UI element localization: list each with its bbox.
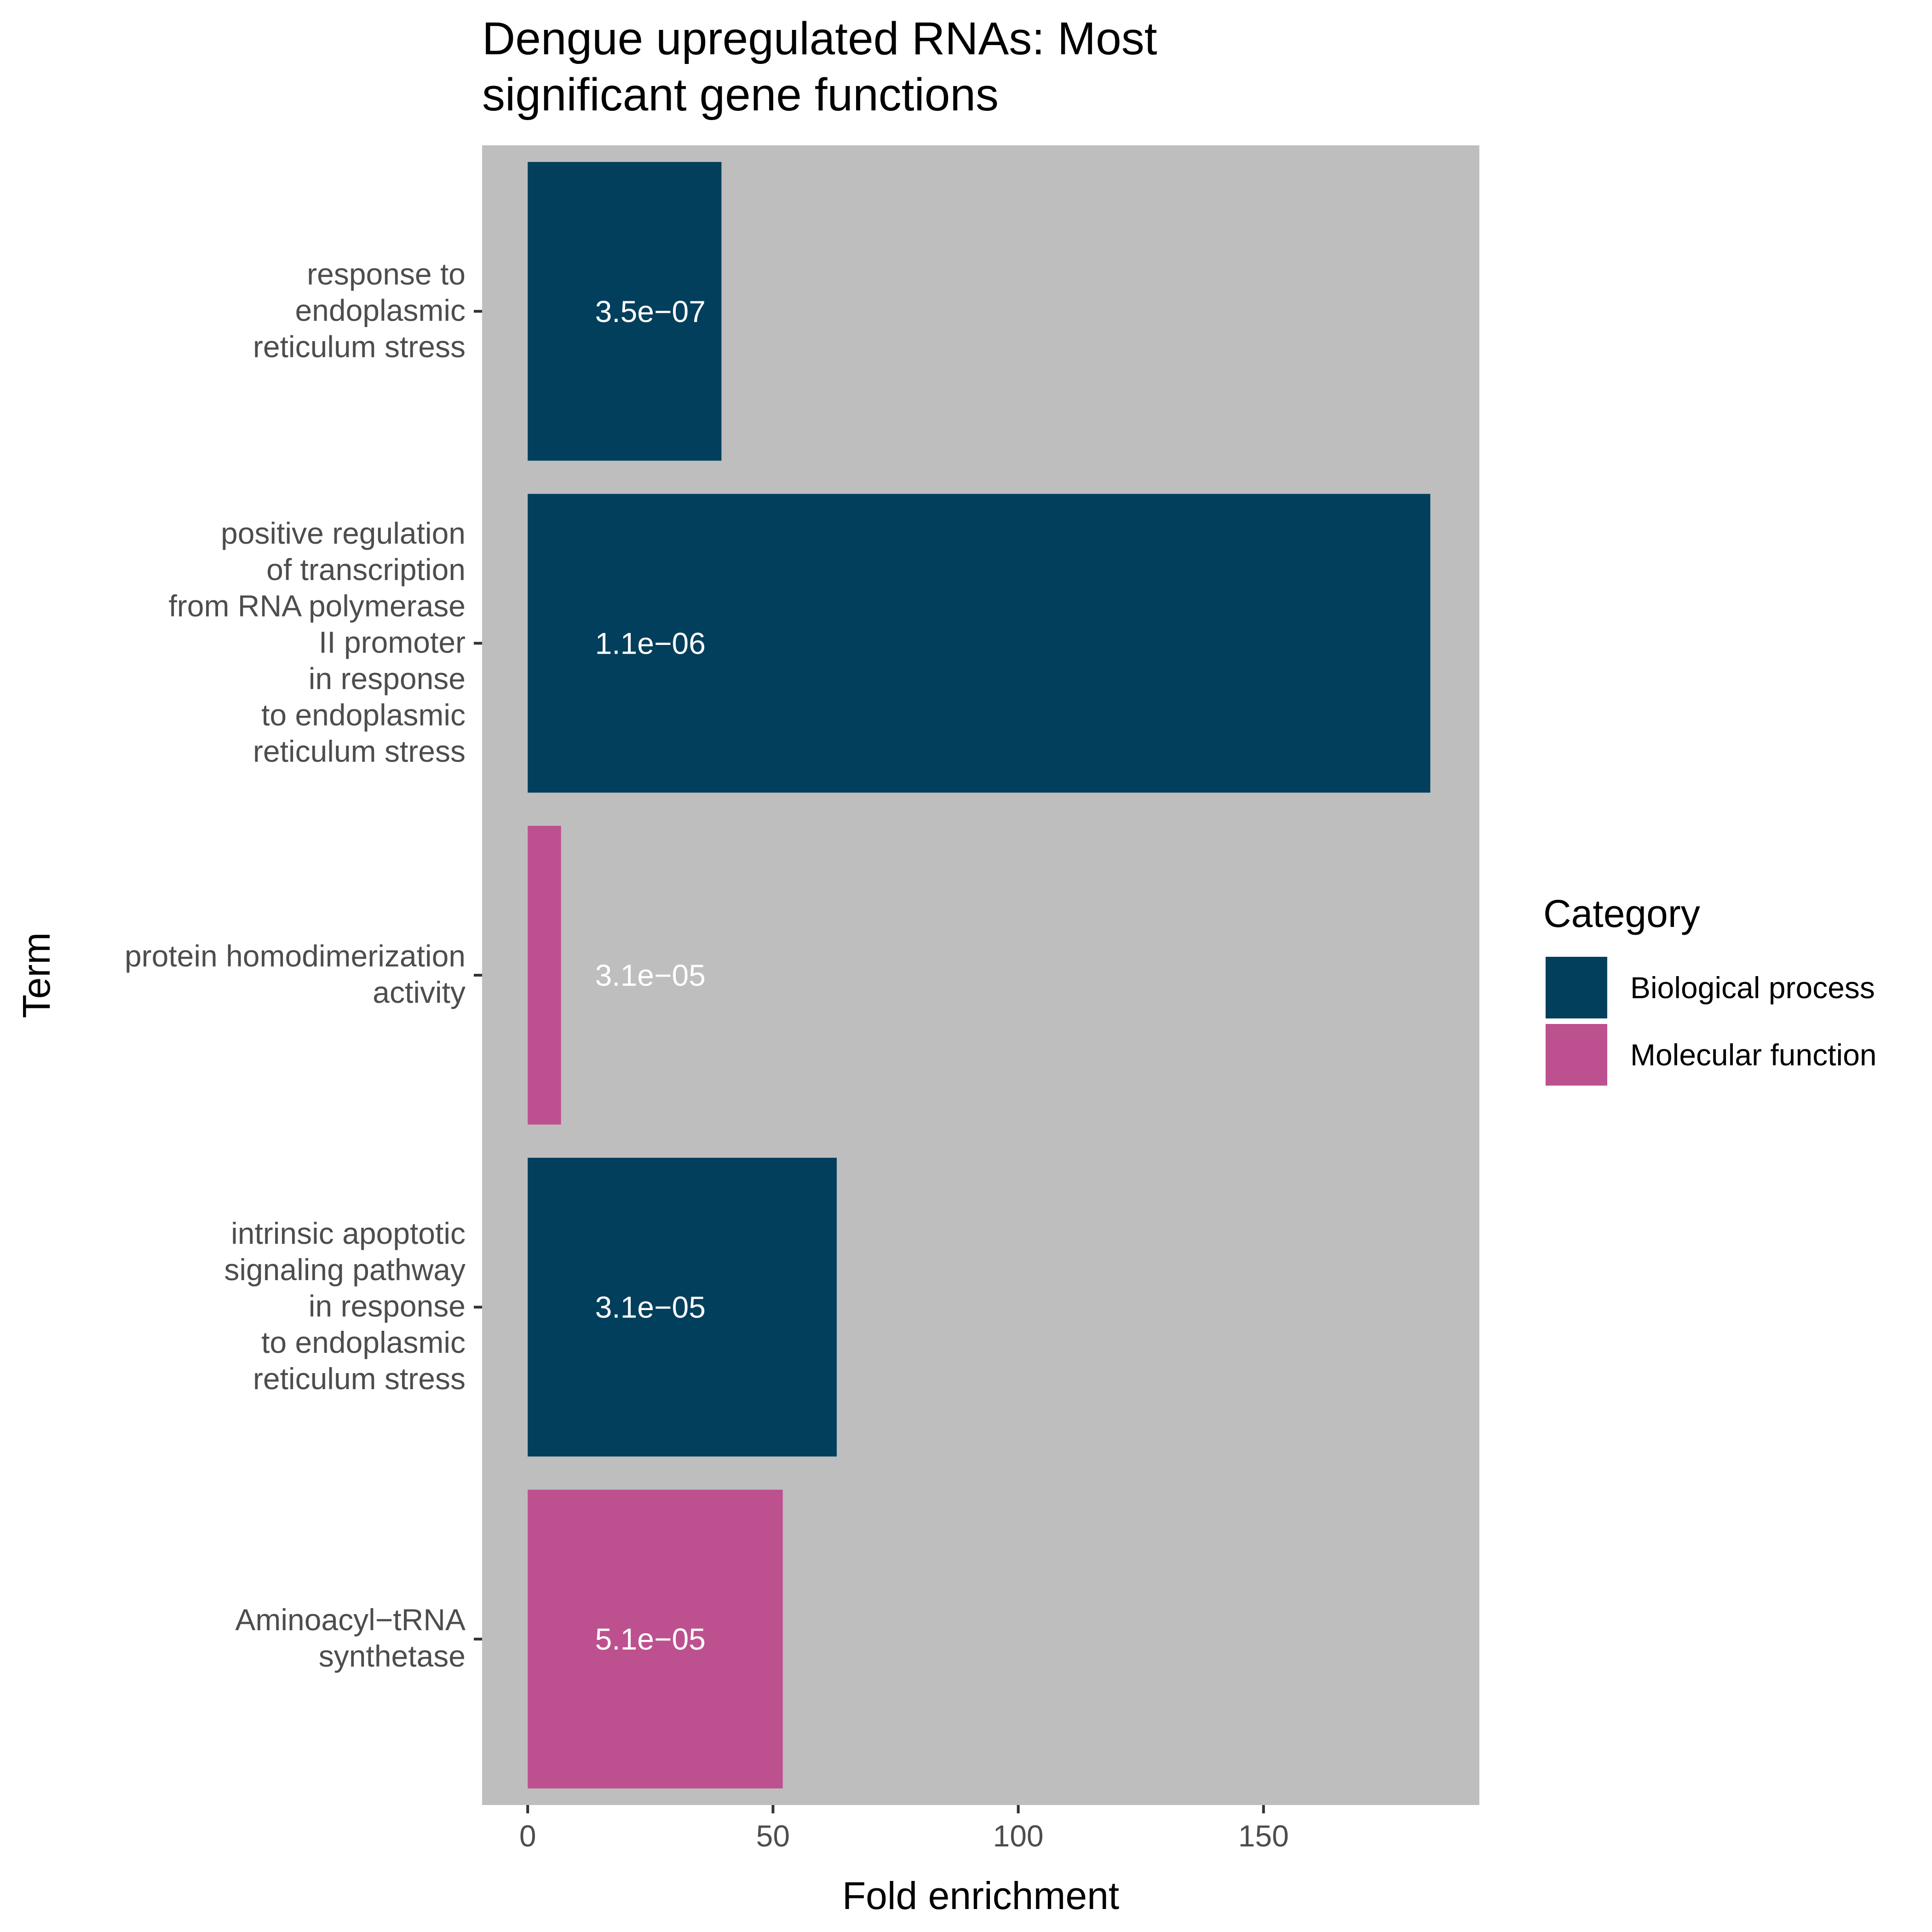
legend: Category Biological process Molecular fun… xyxy=(1543,892,1877,1087)
y-axis-title: Term xyxy=(15,932,58,1018)
x-axis-ticks: 0 50 100 150 xyxy=(519,1805,1289,1853)
bar xyxy=(528,162,722,461)
legend-label: Molecular function xyxy=(1630,1038,1877,1072)
bar-labels: 3.5e−07 1.1e−06 3.1e−05 3.1e−05 5.1e−05 xyxy=(595,294,706,1656)
y-tick-label: from RNA polymerase xyxy=(168,589,466,623)
y-tick-label: to endoplasmic xyxy=(261,698,466,732)
y-tick-label: II promoter xyxy=(319,625,466,659)
legend-title: Category xyxy=(1543,892,1700,935)
y-tick-label: intrinsic apoptotic xyxy=(231,1216,466,1250)
legend-key xyxy=(1544,955,1609,1020)
y-tick-label: in response xyxy=(309,1289,466,1323)
y-tick-label: signaling pathway xyxy=(224,1253,466,1287)
y-tick-label: protein homodimerization xyxy=(125,939,466,973)
y-tick-label: reticulum stress xyxy=(253,329,466,363)
y-tick-label: to endoplasmic xyxy=(261,1325,466,1359)
y-tick-label: response to xyxy=(307,257,466,291)
chart-title-line: Dengue upregulated RNAs: Most xyxy=(482,13,1157,64)
legend-label: Biological process xyxy=(1630,971,1875,1005)
bars xyxy=(528,162,1431,1788)
bar xyxy=(528,494,1431,793)
chart-title-line: significant gene functions xyxy=(482,69,999,121)
chart-title: Dengue upregulated RNAs: Most significan… xyxy=(482,13,1157,121)
x-tick-label: 150 xyxy=(1238,1819,1289,1853)
x-tick-label: 0 xyxy=(519,1819,536,1853)
x-tick-label: 100 xyxy=(993,1819,1044,1853)
y-tick-label: synthetase xyxy=(319,1639,466,1673)
bar-value-label: 3.1e−05 xyxy=(595,958,706,992)
bar-value-label: 3.1e−05 xyxy=(595,1290,706,1324)
y-tick-label: activity xyxy=(373,975,466,1009)
y-tick-label: of transcription xyxy=(266,552,466,586)
y-tick-label: reticulum stress xyxy=(253,734,466,768)
x-axis-title: Fold enrichment xyxy=(842,1874,1119,1917)
y-tick-label: reticulum stress xyxy=(253,1362,466,1396)
bar xyxy=(528,1157,837,1457)
bar xyxy=(528,1489,783,1788)
bar-value-label: 3.5e−07 xyxy=(595,294,706,328)
bar xyxy=(528,826,561,1125)
bar-value-label: 1.1e−06 xyxy=(595,626,706,660)
y-tick-label: Aminoacyl−tRNA xyxy=(235,1603,466,1637)
legend-key xyxy=(1544,1022,1609,1087)
legend-items: Biological process Molecular function xyxy=(1544,955,1877,1087)
y-tick-label: endoplasmic xyxy=(295,293,466,327)
y-tick-label: in response xyxy=(309,661,466,696)
x-tick-label: 50 xyxy=(756,1819,790,1853)
y-tick-label: positive regulation xyxy=(221,516,466,550)
bar-value-label: 5.1e−05 xyxy=(595,1622,706,1656)
